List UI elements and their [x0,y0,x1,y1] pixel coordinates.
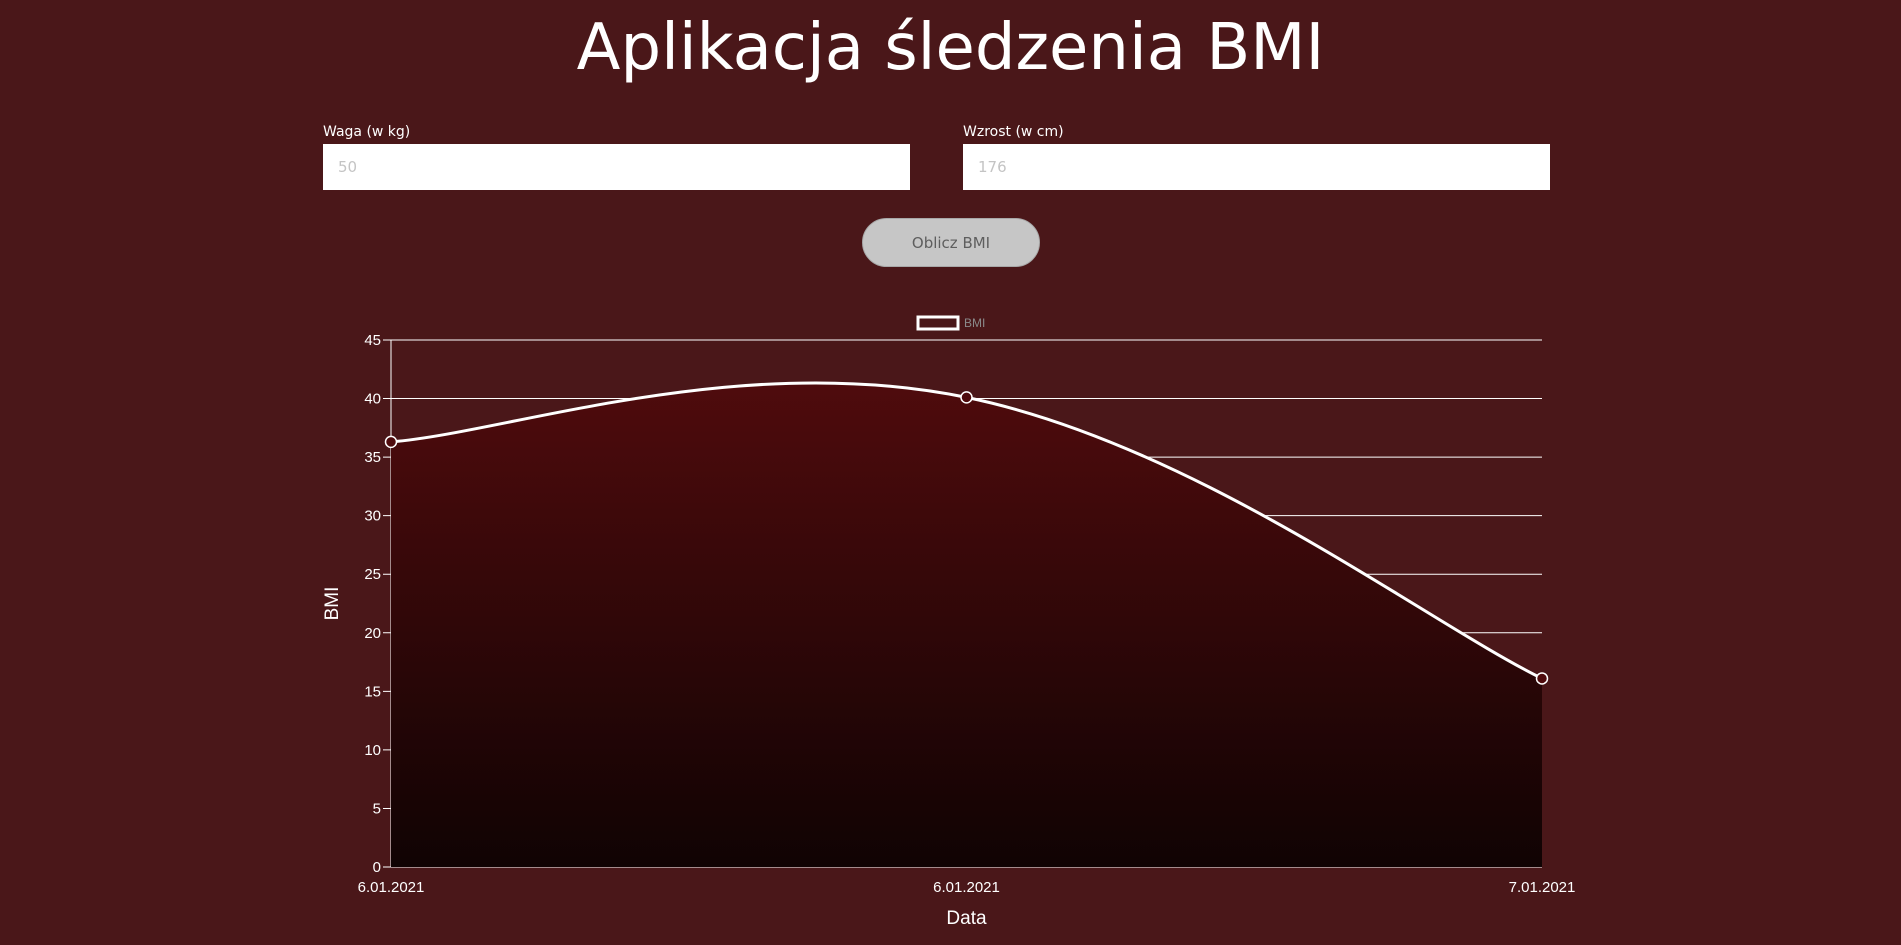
y-tick-label: 10 [364,742,381,759]
y-tick-label: 25 [364,566,381,583]
calculate-bmi-button[interactable]: Oblicz BMI [862,218,1040,267]
x-tick-label: 6.01.2021 [358,879,425,896]
y-tick-label: 20 [364,625,381,642]
x-tick-label: 6.01.2021 [933,879,1000,896]
weight-input[interactable] [323,144,910,190]
height-field-group: Wzrost (w cm) [963,124,1550,190]
y-tick-label: 35 [364,449,381,466]
x-tick-label: 7.01.2021 [1509,879,1576,896]
y-tick-label: 30 [364,508,381,525]
weight-label: Waga (w kg) [323,124,411,140]
bmi-data-point [960,391,973,404]
bmi-data-point [1535,672,1549,685]
y-tick-label: 0 [373,859,381,876]
bmi-chart: 0 5 10 15 20 25 30 35 40 45 6.01.2021 6.01.2021 7.01… [322,315,1576,929]
bmi-chart-container: 0 5 10 15 20 25 30 35 40 45 6.01.2021 6.01.2021 7.01… [0,300,1901,940]
legend-label: BMI [964,316,985,330]
page-title: Aplikacja śledzenia BMI [576,11,1325,85]
y-tick-label: 5 [373,800,381,817]
legend-swatch [916,315,960,331]
y-tick-label: 15 [364,683,381,700]
y-tick-label: 45 [364,332,381,349]
y-tick-label: 40 [364,391,381,408]
height-input[interactable] [963,144,1550,190]
bmi-area-fill [391,382,1542,867]
y-axis-title: BMI [322,587,343,621]
x-axis-title: Data [946,908,987,929]
height-label: Wzrost (w cm) [963,124,1064,140]
weight-field-group: Waga (w kg) [323,124,910,190]
bmi-data-point [384,435,398,449]
